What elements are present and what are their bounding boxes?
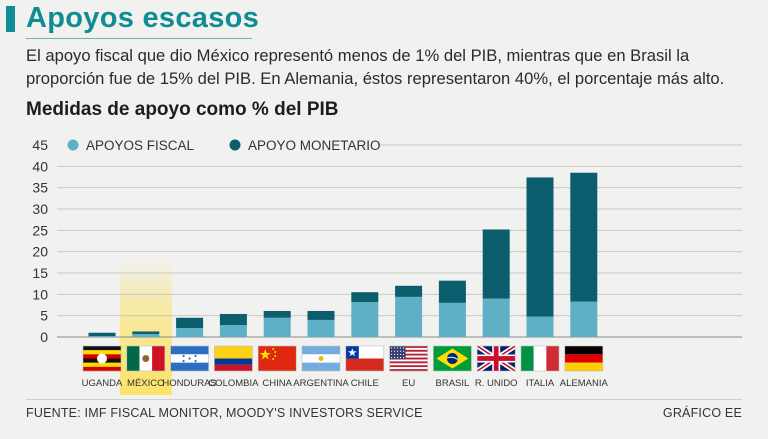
legend-swatch [67, 139, 79, 151]
bar-fiscal [88, 336, 116, 337]
y-tick-label: 0 [40, 329, 48, 345]
y-tick-label: 15 [32, 265, 48, 281]
bar-fiscal [176, 328, 204, 337]
bar-monetario [132, 331, 160, 335]
x-tick-label: ITALIA [526, 378, 555, 389]
bar-monetario [526, 177, 554, 317]
bar-monetario [482, 229, 510, 299]
x-tick-label: BRASIL [436, 378, 470, 389]
y-tick-label: 10 [32, 286, 48, 302]
bar-fiscal [526, 316, 554, 337]
bar-fiscal [307, 319, 335, 337]
argentina-flag [301, 345, 341, 372]
x-tick-label: MÉXICO [127, 378, 164, 389]
title-bar: Apoyos escasos [0, 2, 768, 39]
y-tick-label: 35 [32, 180, 48, 196]
legend-swatch [229, 139, 241, 151]
y-tick-label: 30 [32, 201, 48, 217]
bar-fiscal [395, 296, 423, 337]
footer-divider [26, 399, 742, 400]
germany-flag [564, 345, 604, 372]
bar-fiscal [482, 298, 510, 337]
mexico-flag [126, 345, 166, 372]
bar-monetario [307, 310, 335, 320]
source-note: FUENTE: IMF FISCAL MONITOR, MOODY'S INVE… [26, 406, 423, 420]
highlight-column [119, 258, 172, 395]
bar-monetario [88, 332, 116, 337]
colombia-flag [214, 345, 253, 372]
chile-flag [345, 345, 385, 372]
x-tick-label: EU [402, 378, 415, 389]
x-tick-label: CHILE [351, 378, 379, 389]
x-tick-label: CHINA [262, 378, 292, 389]
chart-title: Medidas de apoyo como % del PIB [26, 99, 339, 120]
bar-monetario [219, 313, 247, 326]
x-tick-label: COLOMBIA [208, 378, 259, 389]
x-tick-label: UGANDA [82, 378, 123, 389]
bar-fiscal [263, 317, 291, 337]
bar-monetario [351, 292, 379, 303]
bar-fiscal [570, 301, 598, 337]
y-tick-label: 40 [32, 158, 48, 174]
bar-monetario [176, 317, 204, 329]
graphic-credit: GRÁFICO EE [662, 406, 742, 420]
y-tick-label: 25 [32, 222, 48, 238]
page-title: Apoyos escasos [26, 2, 260, 34]
uk-flag [475, 343, 517, 374]
usa-flag [389, 345, 428, 372]
title-accent-bar [6, 6, 15, 32]
legend-entry: APOYO MONETARIO [248, 138, 381, 153]
china-flag [257, 345, 297, 372]
bar-fiscal [351, 302, 379, 337]
y-tick-label: 20 [32, 244, 48, 260]
y-tick-label: 5 [40, 308, 48, 324]
bar-monetario [438, 280, 466, 303]
subtitle: El apoyo fiscal que dio México represent… [26, 46, 725, 88]
bar-fiscal [132, 334, 160, 337]
legend-entry: APOYOS FISCAL [86, 138, 195, 153]
brazil-flag [433, 345, 472, 372]
x-tick-label: ARGENTINA [293, 378, 349, 389]
bar-monetario [395, 285, 423, 297]
italy-flag [520, 345, 560, 372]
bar-monetario [263, 310, 291, 318]
title-underline [26, 38, 252, 39]
x-tick-label: ALEMANIA [560, 378, 609, 389]
uganda-flag [82, 345, 122, 372]
bar-fiscal [219, 325, 247, 337]
x-tick-label: HONDURAS [162, 378, 216, 389]
honduras-flag [170, 345, 209, 372]
x-tick-label: R. UNIDO [475, 378, 518, 389]
bar-monetario [570, 172, 598, 302]
bar-fiscal [438, 302, 466, 337]
y-tick-label: 45 [32, 137, 48, 153]
